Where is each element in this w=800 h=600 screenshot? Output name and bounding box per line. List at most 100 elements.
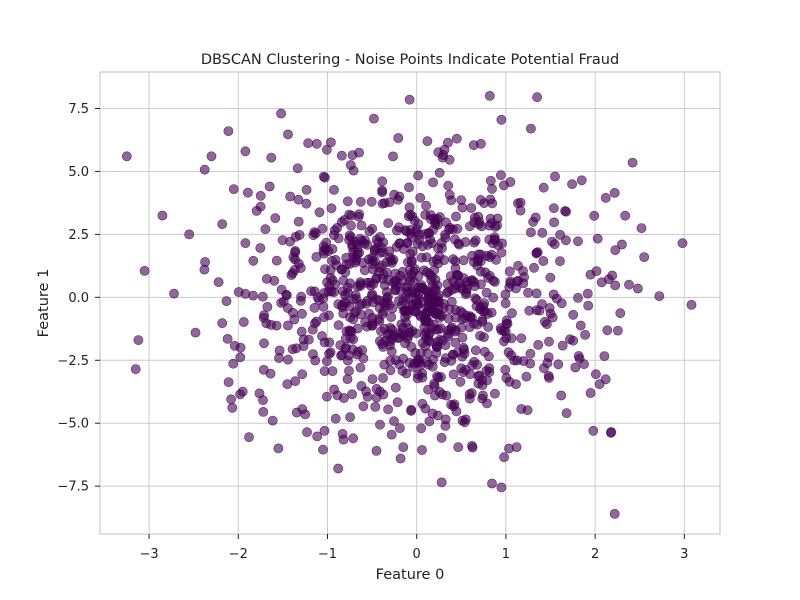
scatter-point bbox=[309, 286, 320, 297]
scatter-point bbox=[347, 389, 357, 400]
scatter-point bbox=[603, 274, 614, 285]
scatter-point bbox=[444, 304, 455, 315]
scatter-point bbox=[271, 320, 282, 331]
scatter-point bbox=[336, 150, 347, 161]
scatter-point bbox=[406, 255, 417, 266]
scatter-point bbox=[386, 429, 397, 440]
scatter-point bbox=[396, 300, 407, 311]
scatter-point bbox=[599, 351, 610, 361]
scatter-point bbox=[369, 256, 380, 267]
scatter-point bbox=[393, 328, 404, 339]
scatter-point bbox=[413, 369, 423, 380]
scatter-point bbox=[227, 402, 238, 413]
data-points bbox=[121, 91, 697, 519]
scatter-point bbox=[217, 219, 228, 229]
scatter-point bbox=[383, 404, 393, 415]
scatter-point bbox=[293, 216, 304, 227]
scatter-point bbox=[345, 160, 356, 170]
scatter-point bbox=[342, 282, 353, 293]
scatter-point bbox=[458, 367, 469, 378]
scatter-point bbox=[308, 349, 318, 359]
x-tick-label: 3 bbox=[680, 547, 688, 562]
scatter-point bbox=[636, 223, 647, 233]
scatter-point bbox=[568, 335, 579, 346]
scatter-point bbox=[475, 304, 486, 315]
scatter-point bbox=[375, 419, 385, 430]
scatter-point bbox=[609, 187, 620, 198]
scatter-point bbox=[436, 477, 447, 488]
scatter-point bbox=[400, 225, 411, 235]
scatter-point bbox=[455, 376, 466, 387]
scatter-point bbox=[303, 138, 314, 149]
scatter-point bbox=[431, 348, 442, 359]
scatter-point bbox=[378, 373, 388, 383]
scatter-point bbox=[610, 280, 621, 291]
scatter-point bbox=[409, 215, 420, 226]
scatter-point bbox=[366, 196, 377, 207]
scatter-point bbox=[585, 269, 596, 280]
scatter-point bbox=[364, 226, 375, 237]
y-tick-label: 0.0 bbox=[68, 291, 89, 306]
scatter-point bbox=[583, 300, 594, 311]
scatter-point bbox=[330, 413, 341, 424]
scatter-point bbox=[526, 227, 536, 238]
scatter-point bbox=[464, 393, 475, 404]
y-tick-label: −7.5 bbox=[57, 480, 89, 495]
scatter-point bbox=[336, 350, 346, 361]
scatter-point bbox=[435, 323, 446, 333]
scatter-point bbox=[240, 238, 251, 249]
scatter-point bbox=[449, 234, 460, 245]
scatter-point bbox=[342, 374, 353, 384]
scatter-point bbox=[544, 372, 554, 383]
scatter-point bbox=[269, 275, 280, 286]
scatter-point bbox=[488, 275, 499, 286]
scatter-point bbox=[561, 408, 572, 418]
scatter-point bbox=[580, 329, 590, 340]
scatter-point bbox=[314, 295, 324, 305]
scatter-point bbox=[545, 308, 556, 319]
scatter-point bbox=[467, 360, 478, 371]
x-axis-label: Feature 0 bbox=[376, 567, 445, 583]
scatter-point bbox=[525, 348, 536, 359]
scatter-point bbox=[157, 210, 168, 221]
scatter-point bbox=[377, 176, 388, 187]
scatter-point bbox=[345, 412, 355, 422]
scatter-point bbox=[502, 318, 513, 329]
scatter-point bbox=[283, 354, 293, 365]
scatter-point bbox=[286, 270, 297, 280]
scatter-point bbox=[485, 213, 496, 224]
scatter-point bbox=[264, 181, 275, 192]
scatter-point bbox=[433, 258, 443, 269]
scatter-point bbox=[533, 339, 544, 350]
scatter-point bbox=[320, 264, 330, 274]
scatter-point bbox=[395, 453, 406, 464]
scatter-point bbox=[222, 333, 233, 344]
scatter-point bbox=[346, 210, 357, 221]
scatter-point bbox=[398, 442, 409, 452]
scatter-point bbox=[244, 432, 254, 442]
scatter-point bbox=[486, 249, 497, 260]
scatter-point bbox=[548, 289, 559, 300]
scatter-point bbox=[500, 298, 511, 309]
scatter-point bbox=[358, 401, 369, 412]
scatter-point bbox=[426, 271, 437, 282]
scatter-point bbox=[403, 293, 414, 304]
x-tick-label: −3 bbox=[139, 547, 158, 562]
scatter-point bbox=[362, 391, 373, 402]
scatter-point bbox=[223, 126, 234, 137]
scatter-point bbox=[260, 224, 271, 235]
scatter-point bbox=[523, 287, 533, 298]
scatter-point bbox=[348, 334, 359, 345]
scatter-point bbox=[568, 309, 579, 320]
scatter-point bbox=[443, 180, 454, 191]
scatter-point bbox=[296, 291, 307, 302]
scatter-point bbox=[609, 509, 620, 519]
scatter-point bbox=[588, 425, 599, 436]
scatter-point bbox=[550, 171, 560, 182]
scatter-point bbox=[282, 320, 293, 331]
scatter-point bbox=[302, 427, 312, 438]
y-tick-label: 2.5 bbox=[68, 228, 89, 243]
scatter-point bbox=[273, 443, 284, 454]
scatter-point bbox=[512, 355, 523, 366]
scatter-point bbox=[440, 232, 451, 243]
